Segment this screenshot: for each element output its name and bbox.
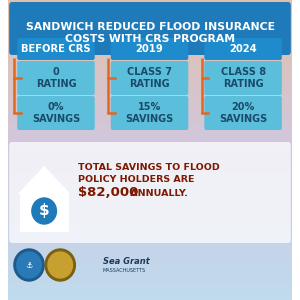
FancyBboxPatch shape <box>111 38 188 60</box>
Text: COSTS WITH CRS PROGRAM: COSTS WITH CRS PROGRAM <box>65 34 235 44</box>
FancyBboxPatch shape <box>9 2 291 55</box>
Text: 2024: 2024 <box>229 44 257 54</box>
Circle shape <box>17 252 41 278</box>
FancyBboxPatch shape <box>204 38 282 60</box>
Text: CLASS 7
RATING: CLASS 7 RATING <box>127 67 172 89</box>
Text: Sea Grant: Sea Grant <box>103 256 149 266</box>
FancyBboxPatch shape <box>204 61 282 95</box>
FancyBboxPatch shape <box>17 38 95 60</box>
Text: 20%
SAVINGS: 20% SAVINGS <box>219 102 267 124</box>
Circle shape <box>48 252 73 278</box>
FancyBboxPatch shape <box>111 96 188 130</box>
Circle shape <box>45 249 75 281</box>
Text: 2019: 2019 <box>136 44 164 54</box>
Text: 0%
SAVINGS: 0% SAVINGS <box>32 102 80 124</box>
Text: 15%
SAVINGS: 15% SAVINGS <box>125 102 174 124</box>
Text: POLICY HOLDERS ARE: POLICY HOLDERS ARE <box>78 176 195 184</box>
Text: ANNUALLY.: ANNUALLY. <box>127 188 188 197</box>
FancyBboxPatch shape <box>17 61 95 95</box>
FancyBboxPatch shape <box>204 96 282 130</box>
Circle shape <box>32 198 56 224</box>
Text: CLASS 8
RATING: CLASS 8 RATING <box>220 67 266 89</box>
FancyBboxPatch shape <box>9 142 291 243</box>
Text: TOTAL SAVINGS TO FLOOD: TOTAL SAVINGS TO FLOOD <box>78 163 220 172</box>
Text: $: $ <box>39 203 50 218</box>
Text: MASSACHUSETTS: MASSACHUSETTS <box>103 268 146 272</box>
Text: $82,000: $82,000 <box>78 187 139 200</box>
Text: BEFORE CRS: BEFORE CRS <box>21 44 91 54</box>
FancyBboxPatch shape <box>17 96 95 130</box>
Text: 0
RATING: 0 RATING <box>36 67 76 89</box>
FancyBboxPatch shape <box>111 61 188 95</box>
FancyBboxPatch shape <box>20 194 69 232</box>
Circle shape <box>14 249 44 281</box>
Text: ⚓: ⚓ <box>25 260 33 269</box>
Polygon shape <box>18 166 70 194</box>
Text: SANDWICH REDUCED FLOOD INSURANCE: SANDWICH REDUCED FLOOD INSURANCE <box>26 22 275 32</box>
